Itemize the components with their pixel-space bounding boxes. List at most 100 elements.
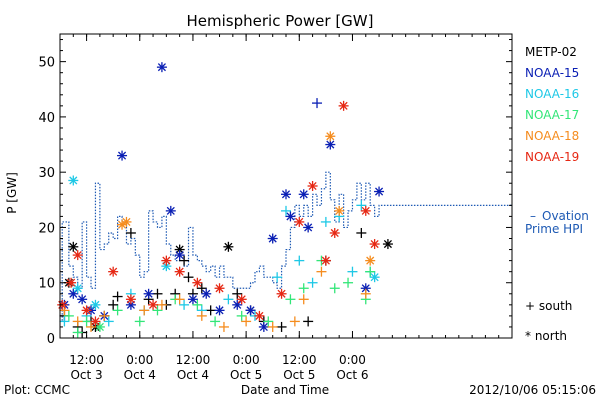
plot-frame (59, 33, 513, 339)
legend-item: NOAA-16 (525, 87, 579, 101)
north-star-marker (156, 62, 167, 73)
symbol-key-south: + south (525, 299, 572, 313)
y-tick-label: 0 (47, 332, 55, 347)
north-star-marker (214, 283, 225, 294)
ovation-prime-hpi-series (60, 171, 512, 323)
ovation-legend-label-line1: Ovation (542, 209, 589, 223)
south-plus-marker (316, 266, 327, 277)
north-star-marker (68, 288, 79, 299)
south-plus-marker (179, 255, 190, 266)
ovation-step-line (60, 171, 512, 323)
north-star-marker (267, 233, 278, 244)
north-star-marker (192, 277, 203, 288)
south-plus-marker (72, 327, 83, 338)
north-star-marker (214, 305, 225, 316)
north-star-marker (232, 299, 243, 310)
south-plus-marker (72, 316, 83, 327)
south-plus-marker (99, 310, 110, 321)
ovation-legend: – Ovation Prime HPI (525, 209, 589, 236)
x-tick-label-time: 12:00 (69, 353, 104, 367)
x-tick-label-time: 0:00 (339, 353, 366, 367)
south-plus-marker (356, 200, 367, 211)
y-axis-label: P [GW] (5, 172, 19, 214)
south-plus-marker (125, 227, 136, 238)
north-star-marker (307, 181, 318, 191)
north-star-marker (125, 294, 136, 305)
north-star-marker (374, 186, 385, 197)
x-tick-label-date: Oct 6 (336, 368, 368, 382)
north-star-marker (90, 299, 101, 310)
north-star-marker (121, 216, 132, 227)
data-points (57, 62, 393, 338)
north-star-marker (165, 205, 176, 216)
north-star-marker (369, 239, 380, 250)
legend-item: METP-02 (525, 45, 577, 59)
south-plus-marker (356, 227, 367, 238)
north-star-marker (66, 277, 77, 288)
south-plus-marker (63, 310, 74, 321)
north-star-marker (94, 321, 105, 332)
x-tick-label-time: 12:00 (282, 353, 317, 367)
north-star-marker (320, 255, 331, 266)
north-star-marker (294, 216, 305, 227)
legend-item: NOAA-15 (525, 66, 579, 80)
south-plus-marker (223, 294, 234, 305)
south-plus-marker (360, 288, 371, 299)
chart-title: Hemispheric Power [GW] (187, 12, 374, 30)
south-plus-marker (298, 294, 309, 305)
south-plus-marker (179, 299, 190, 310)
south-plus-marker (152, 288, 163, 299)
south-plus-marker (365, 266, 376, 277)
x-tick-label-time: 12:00 (176, 353, 211, 367)
x-tick-label-time: 0:00 (126, 353, 153, 367)
north-star-marker (258, 321, 269, 332)
south-plus-marker (276, 321, 287, 332)
south-plus-marker (267, 321, 278, 332)
symbol-key-north: * north (525, 329, 567, 343)
north-star-marker (174, 266, 185, 277)
south-plus-marker (196, 310, 207, 321)
legend-item: NOAA-19 (525, 150, 579, 164)
north-star-marker (382, 239, 393, 250)
x-tick-label-date: Oct 5 (230, 368, 262, 382)
north-star-marker (187, 294, 198, 305)
north-star-marker (334, 205, 345, 216)
y-tick-label: 50 (38, 56, 55, 71)
south-plus-marker (139, 305, 150, 316)
south-plus-marker (210, 316, 221, 327)
south-plus-marker (263, 316, 274, 327)
y-axis: 0 10 20 30 40 50 (38, 39, 512, 347)
south-plus-marker (232, 288, 243, 299)
north-star-marker (90, 316, 101, 327)
north-star-marker (245, 305, 256, 316)
south-plus-marker (59, 316, 70, 327)
north-star-marker (223, 241, 234, 252)
south-plus-marker (236, 310, 247, 321)
south-plus-marker (298, 283, 309, 294)
north-star-marker (365, 255, 376, 266)
south-plus-marker (294, 255, 305, 266)
north-star-marker (276, 288, 287, 299)
legend-item: NOAA-18 (525, 129, 579, 143)
north-star-marker (81, 305, 92, 316)
chart-legend: METP-02 NOAA-15 NOAA-16 NOAA-17 NOAA-18 NOAA-… (525, 45, 579, 164)
south-plus-marker (108, 299, 119, 310)
y-tick-label: 10 (38, 277, 55, 292)
legend-item: NOAA-17 (525, 108, 579, 122)
south-plus-marker (183, 272, 194, 283)
south-plus-marker (285, 294, 296, 305)
y-tick-label: 40 (38, 111, 55, 126)
north-star-marker (108, 266, 119, 277)
plot-timestamp: 2012/10/06 05:15:06 (469, 383, 596, 397)
y-tick-label: 30 (38, 166, 55, 181)
north-star-marker (72, 250, 83, 261)
north-star-marker (281, 189, 291, 200)
x-axis-label: Date and Time (241, 383, 329, 397)
north-star-marker (72, 283, 83, 294)
north-star-marker (148, 299, 159, 310)
south-plus-marker (218, 321, 229, 332)
south-plus-marker (281, 205, 291, 216)
x-tick-label-date: Oct 5 (283, 368, 315, 382)
ovation-legend-dash: – (530, 209, 536, 223)
